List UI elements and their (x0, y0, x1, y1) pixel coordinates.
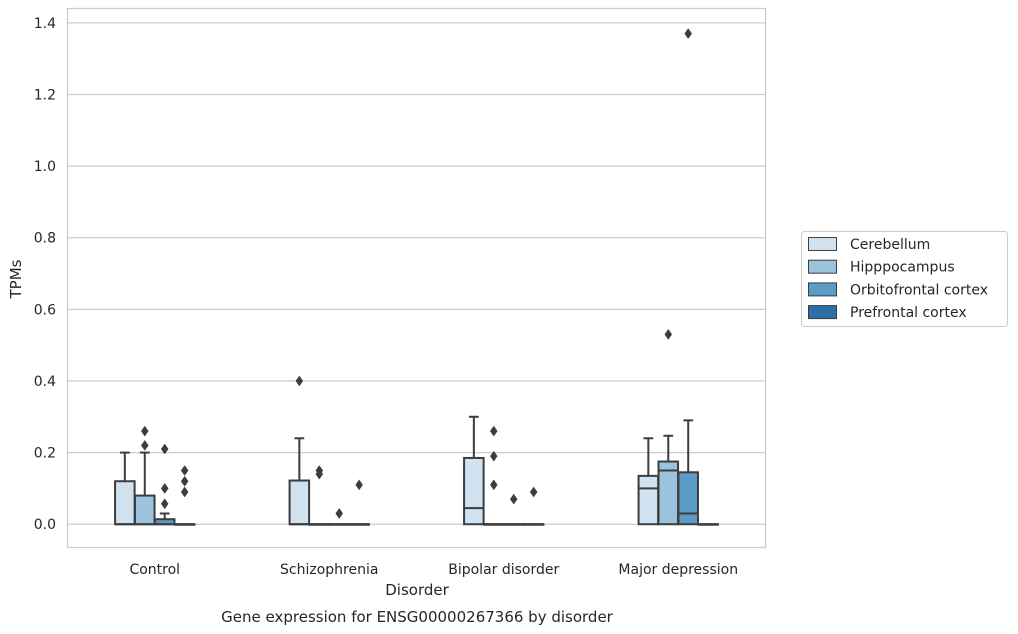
legend-label: Hipppocampus (850, 260, 955, 276)
legend-frame (801, 231, 1008, 327)
box-body (637, 474, 660, 526)
y-tick-label: 0.2 (34, 446, 56, 462)
outlier-point (315, 468, 324, 480)
outlier-point (355, 479, 363, 491)
box-orbitofrontal-cortex (502, 493, 525, 526)
outlier-point (509, 493, 518, 505)
outlier-point (160, 443, 169, 455)
box-body (463, 456, 485, 526)
box-orbitofrontal-cortex (677, 28, 699, 526)
legend-swatch (808, 282, 837, 297)
outlier-point (335, 508, 344, 519)
x-axis-label: Disorder (385, 581, 449, 599)
box-cerebellum (288, 375, 311, 526)
legend-swatch (808, 305, 837, 320)
legend-swatch (808, 259, 837, 274)
outlier-point (180, 486, 189, 498)
box-prefrontal-cortex (173, 465, 196, 526)
y-tick-label: 0.8 (34, 231, 56, 247)
x-tick-label: Major depression (618, 562, 738, 578)
boxes-layer (114, 28, 719, 526)
box-prefrontal-cortex (348, 479, 370, 526)
legend-label: Orbitofrontal cortex (850, 282, 988, 298)
x-tick-labels: Control Schizophrenia Bipolar disorder Majo… (129, 562, 738, 578)
x-tick-label: Schizophrenia (280, 562, 378, 578)
plot-frame (66, 7, 767, 549)
box-hipppocampus (134, 425, 156, 526)
outlier-point (160, 498, 169, 510)
outlier-point (140, 439, 149, 451)
box-body (288, 479, 311, 526)
y-tick-labels: 0.0 0.2 0.4 0.6 0.8 1.0 1.2 1.4 (34, 16, 56, 533)
box-orbitofrontal-cortex (153, 443, 176, 526)
legend-swatch (808, 237, 837, 251)
x-tick-label: Control (129, 562, 180, 578)
legend-label: Cerebellum (850, 237, 930, 253)
outlier-point (140, 425, 149, 437)
box-prefrontal-cortex (697, 523, 719, 526)
outlier-point (529, 486, 538, 498)
outlier-point (180, 465, 189, 476)
outlier-point (160, 482, 169, 494)
legend: Cerebellum Hipppocampus Orbitofrontal cort… (801, 231, 1008, 327)
chart-caption: Gene expression for ENSG00000267366 by d… (221, 608, 614, 626)
legend-label: Prefrontal cortex (850, 305, 967, 321)
y-tick-label: 1.0 (34, 159, 56, 175)
box-hipppocampus (483, 425, 505, 526)
y-tick-label: 1.2 (34, 87, 56, 103)
outlier-point (489, 450, 498, 462)
y-tick-label: 0.0 (34, 517, 56, 533)
box-hipppocampus (657, 328, 680, 526)
box-body (677, 471, 699, 526)
y-tick-label: 0.6 (34, 302, 56, 318)
y-axis-label: TPMs (7, 259, 25, 299)
box-prefrontal-cortex (522, 486, 545, 526)
outlier-point (295, 375, 304, 387)
outlier-point (684, 28, 693, 40)
box-body (114, 480, 136, 526)
x-tick-label: Bipolar disorder (448, 562, 559, 578)
outlier-point (489, 425, 498, 437)
outlier-point (664, 328, 673, 340)
y-tick-label: 1.4 (34, 16, 56, 32)
y-tick-label: 0.4 (34, 374, 56, 390)
box-cerebellum (463, 415, 485, 526)
outlier-point (180, 475, 189, 487)
outlier-point (489, 479, 498, 491)
box-body (134, 494, 156, 526)
